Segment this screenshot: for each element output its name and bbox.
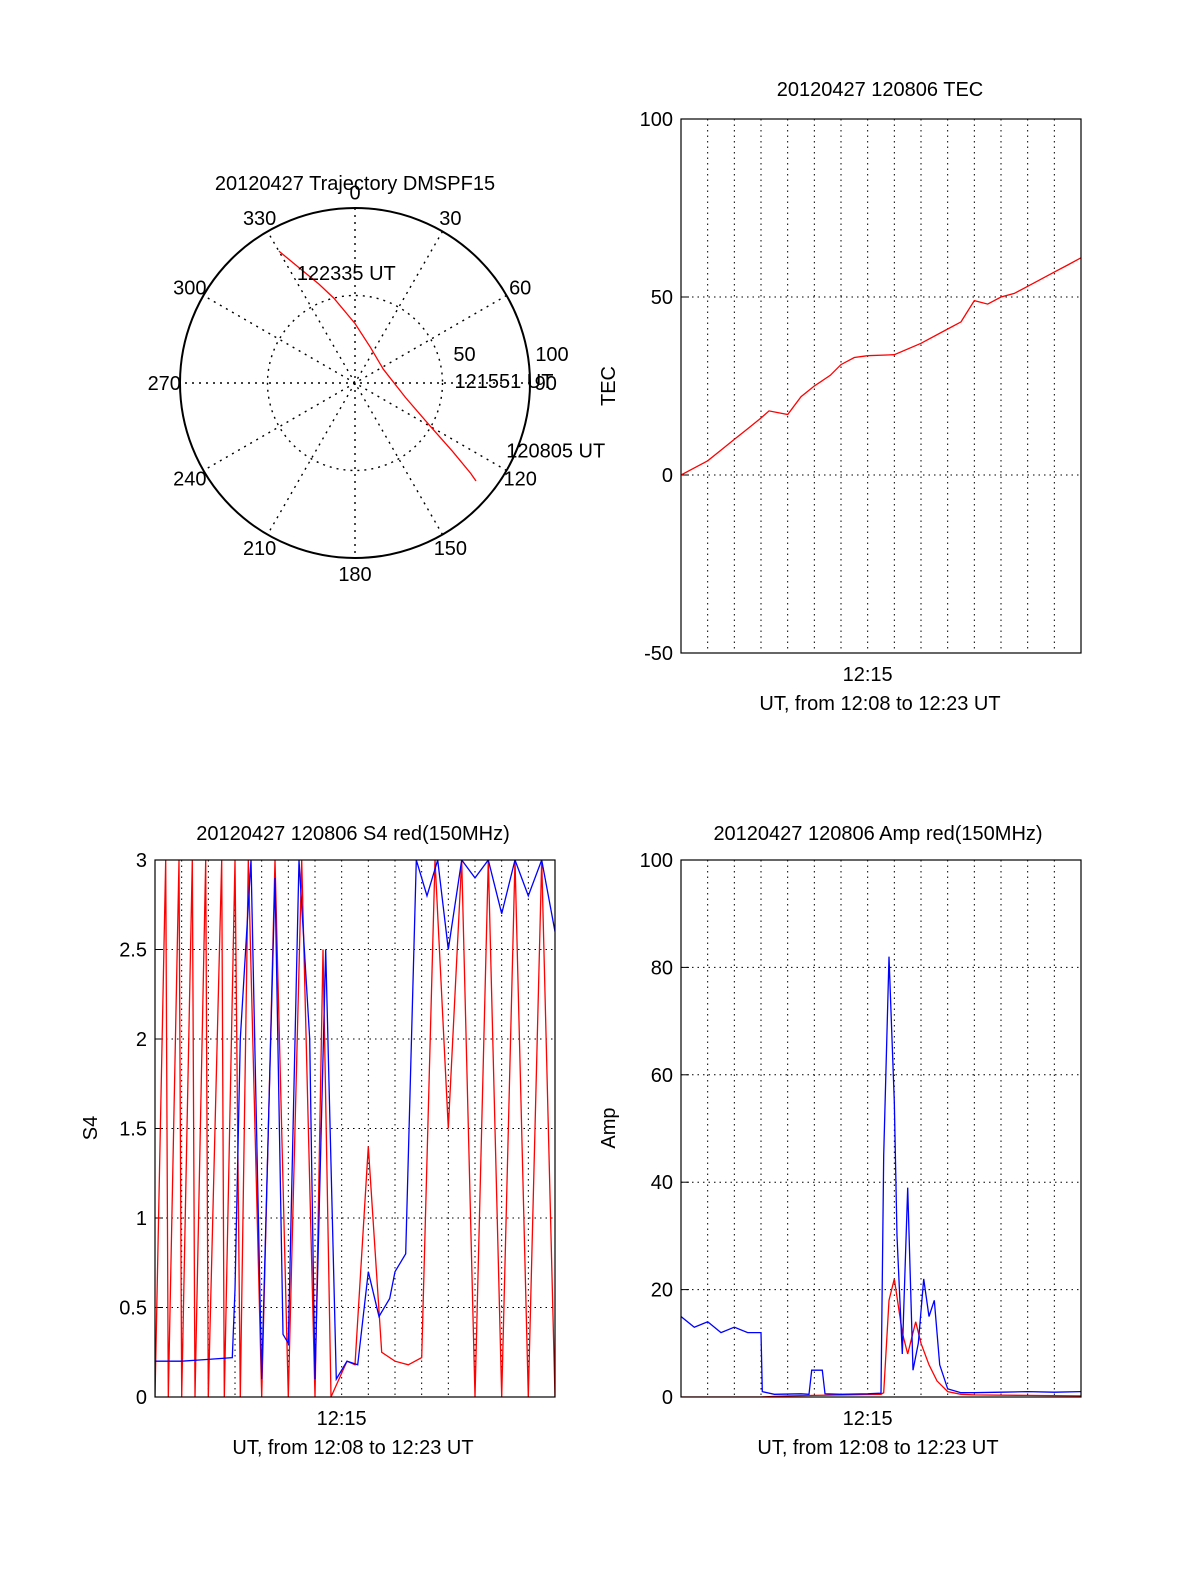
- y-tick-label: 100: [640, 850, 673, 872]
- polar-radial-label: 100: [535, 344, 568, 366]
- polar-angle-label: 180: [338, 564, 371, 586]
- amp-series-blue: [681, 956, 1081, 1395]
- trajectory-title: 20120427 Trajectory DMSPF15: [215, 173, 495, 195]
- y-tick-label: 40: [651, 1172, 673, 1194]
- tec-xlabel: UT, from 12:08 to 12:23 UT: [759, 693, 1000, 715]
- y-tick-label: 0: [662, 465, 673, 487]
- trajectory-series: [278, 250, 477, 482]
- y-tick-label: -50: [644, 643, 673, 665]
- polar-angle-label: 150: [434, 538, 467, 560]
- y-tick-label: 2: [136, 1029, 147, 1051]
- x-tick-label: 12:15: [843, 664, 893, 686]
- tec-panel: 20120427 120806 TEC UT, from 12:08 to 12…: [598, 79, 1082, 715]
- trajectory-time-label: 122335 UT: [297, 263, 396, 285]
- polar-angle-label: 300: [173, 278, 206, 300]
- s4-xlabel: UT, from 12:08 to 12:23 UT: [232, 1437, 473, 1459]
- plot-frame: [680, 118, 1082, 654]
- polar-radial-label: 50: [453, 344, 475, 366]
- s4-series-blue: [155, 860, 555, 1382]
- y-tick-label: 0.5: [119, 1298, 147, 1320]
- y-tick-label: 80: [651, 957, 673, 979]
- y-tick-label: 50: [651, 287, 673, 309]
- polar-spoke: [266, 231, 444, 535]
- y-tick-label: 1.5: [119, 1119, 147, 1141]
- s4-title: 20120427 120806 S4 red(150MHz): [196, 823, 510, 845]
- trajectory-line: [278, 250, 477, 482]
- polar-angle-label: 330: [243, 208, 276, 230]
- y-tick-label: 3: [136, 850, 147, 872]
- polar-angle-label: 270: [148, 373, 181, 395]
- x-tick-label: 12:15: [843, 1408, 893, 1430]
- trajectory-panel: 20120427 Trajectory DMSPF15 0 30 60 90 120 15…: [148, 173, 606, 586]
- polar-inner-circle: [266, 294, 444, 472]
- polar-angle-label: 210: [243, 538, 276, 560]
- s4-series-red: [155, 860, 555, 1397]
- y-tick-label: 2.5: [119, 940, 147, 962]
- amp-ylabel: Amp: [598, 1107, 620, 1148]
- tec-series-red: [681, 257, 1081, 476]
- y-tick-label: 0: [136, 1387, 147, 1409]
- y-tick-label: 0: [662, 1387, 673, 1409]
- y-tick-label: 100: [640, 109, 673, 131]
- x-tick-label: 12:15: [317, 1408, 367, 1430]
- y-tick-label: 20: [651, 1280, 673, 1302]
- y-tick-label: 1: [136, 1208, 147, 1230]
- tec-ylabel: TEC: [598, 366, 620, 406]
- polar-grid: [179, 207, 531, 559]
- amp-title: 20120427 120806 Amp red(150MHz): [713, 823, 1042, 845]
- s4-ylabel: S4: [80, 1116, 102, 1140]
- polar-angle-label: 0: [349, 182, 360, 204]
- polar-angle-label: 240: [173, 468, 206, 490]
- polar-angle-label: 120: [504, 468, 537, 490]
- amp-series-red: [681, 1278, 1081, 1397]
- trajectory-time-label: 120805 UT: [506, 441, 605, 463]
- s4-panel: 20120427 120806 S4 red(150MHz) UT, from …: [80, 823, 556, 1459]
- plot-frame: [680, 859, 1082, 1398]
- amp-panel: 20120427 120806 Amp red(150MHz) UT, from…: [598, 823, 1082, 1459]
- polar-angle-labels: 0 30 60 90 120 150 180 210 240 270 300 330 50 100: [148, 182, 569, 586]
- tec-title: 20120427 120806 TEC: [777, 79, 983, 101]
- amp-xlabel: UT, from 12:08 to 12:23 UT: [757, 1437, 998, 1459]
- plot-frame: [154, 859, 556, 1398]
- y-tick-label: 60: [651, 1065, 673, 1087]
- polar-angle-label: 30: [439, 208, 461, 230]
- trajectory-time-label: 121551 UT: [454, 371, 553, 393]
- polar-angle-label: 90: [535, 373, 557, 395]
- polar-angle-label: 60: [509, 278, 531, 300]
- trajectory-annotations: 122335 UT 121551 UT 120805 UT: [297, 263, 605, 463]
